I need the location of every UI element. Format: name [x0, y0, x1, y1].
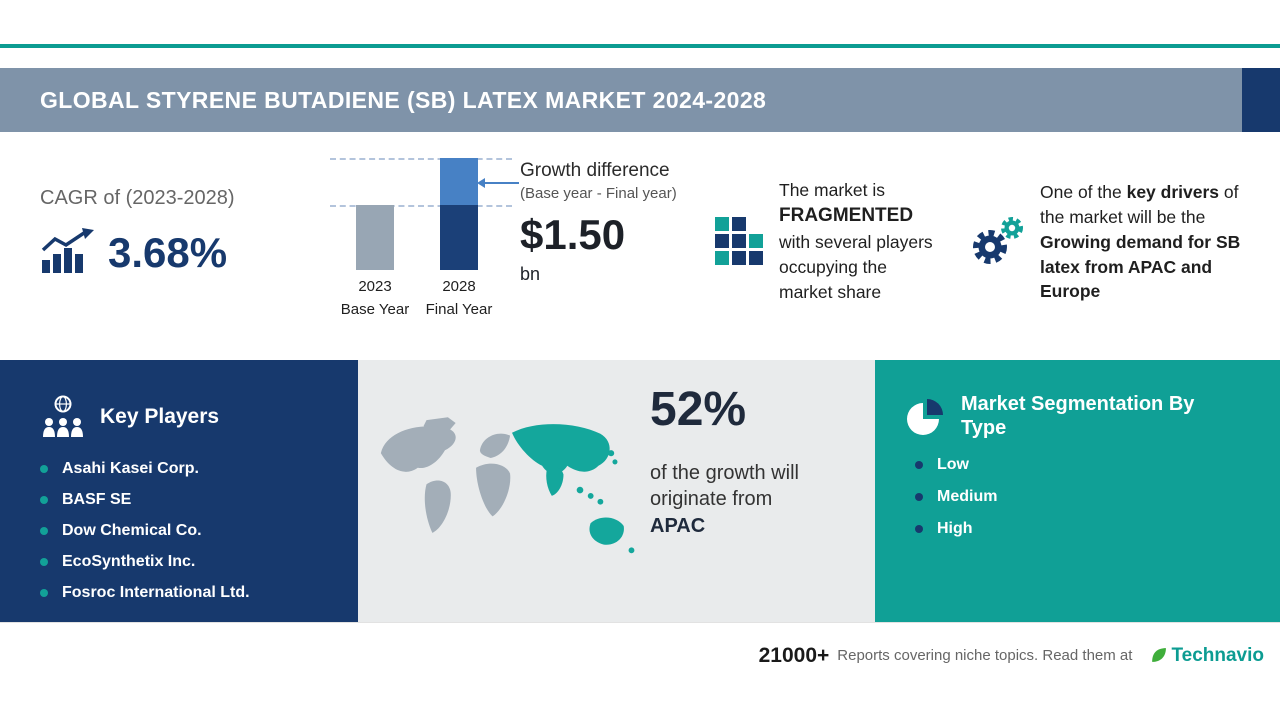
- header-bar: GLOBAL STYRENE BUTADIENE (SB) LATEX MARK…: [0, 68, 1280, 132]
- driver-text-2: of the market will be the: [1040, 182, 1239, 227]
- fragmentation-text: The market is FRAGMENTED with several pl…: [779, 178, 937, 304]
- fragmentation-text-tail: with several players occupying the marke…: [779, 231, 933, 302]
- dotted-guide-base: [330, 205, 512, 207]
- brand-name: Technavio: [1171, 644, 1264, 666]
- bullet-icon: [40, 465, 48, 473]
- key-driver-block: One of the key drivers of the market wil…: [968, 180, 1263, 304]
- report-count: 21000+: [758, 643, 830, 667]
- growth-difference-block: Growth difference (Base year - Final yea…: [520, 160, 720, 285]
- segmentation-list: Low Medium High: [915, 456, 1280, 538]
- technavio-logo: Technavio: [1150, 645, 1264, 667]
- stats-strip: CAGR of (2023-2028) 3.68%: [0, 132, 1280, 360]
- key-driver-text: One of the key drivers of the market wil…: [1040, 180, 1262, 304]
- bar-period-label: Final Year: [425, 300, 493, 318]
- cagr-value: 3.68%: [108, 229, 228, 276]
- dotted-guide-final: [330, 158, 512, 160]
- key-player-name: BASF SE: [62, 491, 132, 508]
- key-players-list: Asahi Kasei Corp. BASF SE Dow Chemical C…: [40, 460, 358, 602]
- mini-bar-chart: 2023 Base Year 2028 Final Year: [330, 152, 530, 332]
- key-player-name: EcoSynthetix Inc.: [62, 553, 196, 570]
- driver-bold-1: key drivers: [1126, 182, 1220, 202]
- growth-value: $1.50: [520, 211, 626, 258]
- bottom-panels: Key Players Asahi Kasei Corp. BASF SE Do…: [0, 360, 1280, 622]
- driver-bold-2: Growing demand for SB latex from APAC an…: [1040, 231, 1241, 302]
- footer-text: Reports covering niche topics. Read them…: [837, 647, 1133, 664]
- key-player-item: Fosroc International Ltd.: [40, 584, 358, 602]
- bar-year: 2028: [442, 278, 476, 295]
- growth-title: Growth difference: [520, 160, 670, 181]
- key-player-item: Asahi Kasei Corp.: [40, 460, 358, 478]
- leaf-icon: [1152, 648, 1167, 662]
- top-accent-line: [0, 44, 1280, 48]
- growth-subtitle: (Base year - Final year): [520, 185, 677, 202]
- bullet-icon: [915, 493, 923, 501]
- bullet-icon: [40, 558, 48, 566]
- segmentation-label: High: [937, 520, 973, 537]
- apac-percent: 52%: [650, 383, 747, 436]
- bar-chart-growth-icon: [41, 228, 94, 273]
- segmentation-item: Medium: [915, 488, 1280, 506]
- growth-arrow-head-icon: [477, 178, 485, 188]
- segmentation-item: Low: [915, 456, 1280, 474]
- key-players-icon: [43, 395, 83, 437]
- cagr-label: CAGR of (2023-2028): [40, 187, 235, 209]
- key-player-name: Fosroc International Ltd.: [62, 584, 250, 601]
- segmentation-panel: Market Segmentation By Type Low Medium H…: [875, 360, 1280, 622]
- bar-2023: [356, 205, 394, 270]
- world-map: [380, 417, 635, 554]
- bar-2028-growth-segment: [440, 158, 478, 205]
- key-player-item: BASF SE: [40, 491, 358, 509]
- key-player-item: EcoSynthetix Inc.: [40, 553, 358, 571]
- key-player-item: Dow Chemical Co.: [40, 522, 358, 540]
- bar-label-2023: 2023 Base Year: [330, 276, 420, 321]
- header-corner-block: [1242, 68, 1280, 132]
- cagr-block: CAGR of (2023-2028) 3.68%: [40, 187, 235, 274]
- driver-text-1: One of the: [1040, 182, 1127, 202]
- key-player-name: Asahi Kasei Corp.: [62, 460, 199, 477]
- bullet-icon: [40, 496, 48, 504]
- page-title: GLOBAL STYRENE BUTADIENE (SB) LATEX MARK…: [40, 86, 767, 113]
- fragmentation-highlight: FRAGMENTED: [779, 204, 914, 226]
- segmentation-label: Medium: [937, 488, 998, 505]
- footer: 21000+ Reports covering niche topics. Re…: [0, 622, 1280, 688]
- bar-label-2028: 2028 Final Year: [414, 276, 504, 321]
- key-player-name: Dow Chemical Co.: [62, 522, 202, 539]
- pie-chart-icon: [907, 399, 943, 435]
- market-fragmentation-block: The market is FRAGMENTED with several pl…: [715, 178, 950, 304]
- apac-region-label: APAC: [650, 514, 706, 537]
- growth-unit: bn: [520, 264, 541, 284]
- key-players-panel: Key Players Asahi Kasei Corp. BASF SE Do…: [0, 360, 358, 622]
- bullet-icon: [915, 525, 923, 533]
- bar-period-label: Base Year: [340, 300, 410, 318]
- gears-icon: [973, 217, 1023, 265]
- key-players-title: Key Players: [100, 405, 220, 429]
- bullet-icon: [915, 461, 923, 469]
- bar-year: 2023: [358, 278, 392, 295]
- growth-arrow-line: [485, 182, 519, 184]
- segmentation-label: Low: [937, 456, 969, 473]
- segmentation-title: Market Segmentation By Type: [961, 393, 1195, 439]
- bullet-icon: [40, 527, 48, 535]
- apac-text-line1: of the growth will: [650, 462, 799, 484]
- fragmentation-text-lead: The market is: [779, 180, 885, 200]
- apac-growth-panel: 52% of the growth will originate from AP…: [358, 360, 875, 622]
- bullet-icon: [40, 589, 48, 597]
- apac-growth-text: 52% of the growth will originate from AP…: [650, 386, 799, 539]
- segmentation-item: High: [915, 520, 1280, 538]
- bar-2028: [440, 158, 478, 270]
- fragmented-grid-icon: [715, 217, 763, 266]
- apac-text-line2: originate from: [650, 488, 773, 511]
